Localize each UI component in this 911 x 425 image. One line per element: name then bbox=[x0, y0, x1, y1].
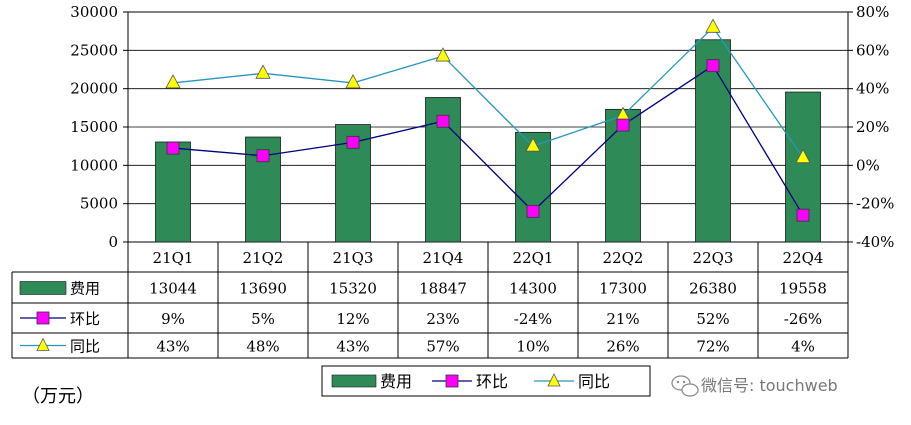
legend-label: 费用 bbox=[380, 372, 412, 391]
x-axis-label: 22Q2 bbox=[603, 249, 644, 267]
left-axis-tick-label: 25000 bbox=[70, 41, 118, 59]
x-axis-label: 22Q1 bbox=[513, 249, 554, 267]
right-axis-tick-label: 80% bbox=[856, 3, 889, 21]
wechat-icon-dot bbox=[676, 380, 680, 384]
table-cell: 19558 bbox=[779, 280, 827, 298]
right-axis-tick-label: 40% bbox=[856, 80, 889, 98]
yoy-point-22Q1 bbox=[525, 137, 541, 152]
left-axis-tick-label: 30000 bbox=[70, 3, 118, 21]
table-cell: 72% bbox=[696, 338, 729, 356]
mom-point-21Q2 bbox=[256, 149, 270, 163]
yoy-point-21Q1 bbox=[165, 74, 181, 89]
legend-key-marker-square bbox=[445, 374, 459, 388]
table-cell: 23% bbox=[426, 310, 459, 328]
mom-line bbox=[172, 64, 804, 216]
watermark-label: 微信号: touchweb bbox=[701, 376, 838, 395]
table-cell: -24% bbox=[514, 310, 552, 328]
table-cell: 10% bbox=[516, 338, 549, 356]
x-axis-label: 21Q1 bbox=[153, 249, 194, 267]
mom-point-22Q2 bbox=[616, 118, 630, 132]
x-axis-label: 21Q4 bbox=[423, 249, 464, 267]
legend-box bbox=[321, 365, 651, 397]
table-key-bar bbox=[19, 281, 67, 295]
unit-label-group: （万元） bbox=[22, 386, 94, 407]
yoy-point-21Q2 bbox=[255, 64, 271, 79]
legend-key-marker-triangle bbox=[547, 373, 561, 387]
table-row-header: 环比 bbox=[70, 310, 100, 328]
plot-area: 0 5000 10000 15000 20000 25000 30000 -40% -20% 0%… bbox=[70, 3, 894, 251]
right-axis-tick-label: -20% bbox=[856, 195, 894, 213]
yoy-point-21Q4 bbox=[435, 47, 451, 62]
legend-label: 环比 bbox=[476, 372, 508, 391]
table-cell: 4% bbox=[791, 338, 815, 356]
x-axis-label: 22Q4 bbox=[783, 249, 824, 267]
mom-point-22Q4 bbox=[796, 208, 810, 222]
table-row-header: 同比 bbox=[70, 338, 100, 356]
x-axis-label: 21Q3 bbox=[333, 249, 374, 267]
table-key-marker-triangle bbox=[36, 337, 50, 351]
table-cell: 17300 bbox=[599, 280, 647, 298]
table-cell: 13690 bbox=[239, 280, 287, 298]
data-table: 21Q1 21Q2 21Q3 21Q4 22Q1 22Q2 22Q3 22Q4 费用 13044 1… bbox=[11, 242, 849, 359]
mom-point-22Q1 bbox=[526, 204, 540, 218]
left-axis-tick-label: 20000 bbox=[70, 80, 118, 98]
right-axis-tick-label: 20% bbox=[856, 118, 889, 136]
watermark: 微信号: touchweb bbox=[671, 375, 838, 397]
wechat-icon-bubble bbox=[671, 375, 691, 391]
table-cell: 48% bbox=[246, 338, 279, 356]
wechat-icon bbox=[671, 375, 699, 397]
yoy-point-22Q4 bbox=[795, 148, 811, 164]
mom-point-21Q1 bbox=[166, 141, 180, 155]
table-cell: 9% bbox=[161, 310, 185, 328]
yoy-line bbox=[172, 26, 804, 159]
table-row-header: 费用 bbox=[70, 280, 100, 298]
yoy-point-22Q3 bbox=[705, 18, 721, 33]
table-cell: 15320 bbox=[329, 280, 377, 298]
table-key-marker-square bbox=[36, 311, 50, 325]
mom-point-21Q3 bbox=[346, 135, 360, 149]
yoy-point-21Q3 bbox=[345, 74, 361, 89]
left-axis-tick-label: 0 bbox=[108, 233, 118, 251]
table-cell: 5% bbox=[251, 310, 275, 328]
table-cell: 14300 bbox=[509, 280, 557, 298]
table-cell: -26% bbox=[784, 310, 822, 328]
bar-21Q1 bbox=[155, 141, 191, 243]
table-cell: 26380 bbox=[689, 280, 737, 298]
mom-point-22Q3 bbox=[706, 59, 720, 73]
table-cell: 52% bbox=[696, 310, 729, 328]
right-axis-tick-label: -40% bbox=[856, 233, 894, 251]
table-cell: 57% bbox=[426, 338, 459, 356]
right-axis-tick-label: 60% bbox=[856, 41, 889, 59]
mom-point-21Q4 bbox=[436, 114, 450, 128]
table-cell: 12% bbox=[336, 310, 369, 328]
legend: 费用 环比 同比 bbox=[321, 365, 651, 397]
table-cell: 18847 bbox=[419, 280, 467, 298]
legend-key-bar bbox=[331, 374, 377, 388]
unit-label: （万元） bbox=[22, 386, 94, 407]
x-axis-label: 21Q2 bbox=[243, 249, 284, 267]
table-cell: 13044 bbox=[149, 280, 197, 298]
table-cell: 43% bbox=[156, 338, 189, 356]
table-cell: 21% bbox=[606, 310, 639, 328]
x-axis-label: 22Q3 bbox=[693, 249, 734, 267]
right-axis-tick-label: 0% bbox=[856, 156, 880, 174]
table-cell: 43% bbox=[336, 338, 369, 356]
left-axis-tick-label: 15000 bbox=[70, 118, 118, 136]
wechat-icon-dot bbox=[682, 380, 686, 384]
left-axis-tick-label: 10000 bbox=[70, 156, 118, 174]
wechat-icon-bubble bbox=[681, 383, 699, 397]
legend-label: 同比 bbox=[578, 372, 610, 391]
left-axis-tick-label: 5000 bbox=[80, 195, 118, 213]
table-cell: 26% bbox=[606, 338, 639, 356]
